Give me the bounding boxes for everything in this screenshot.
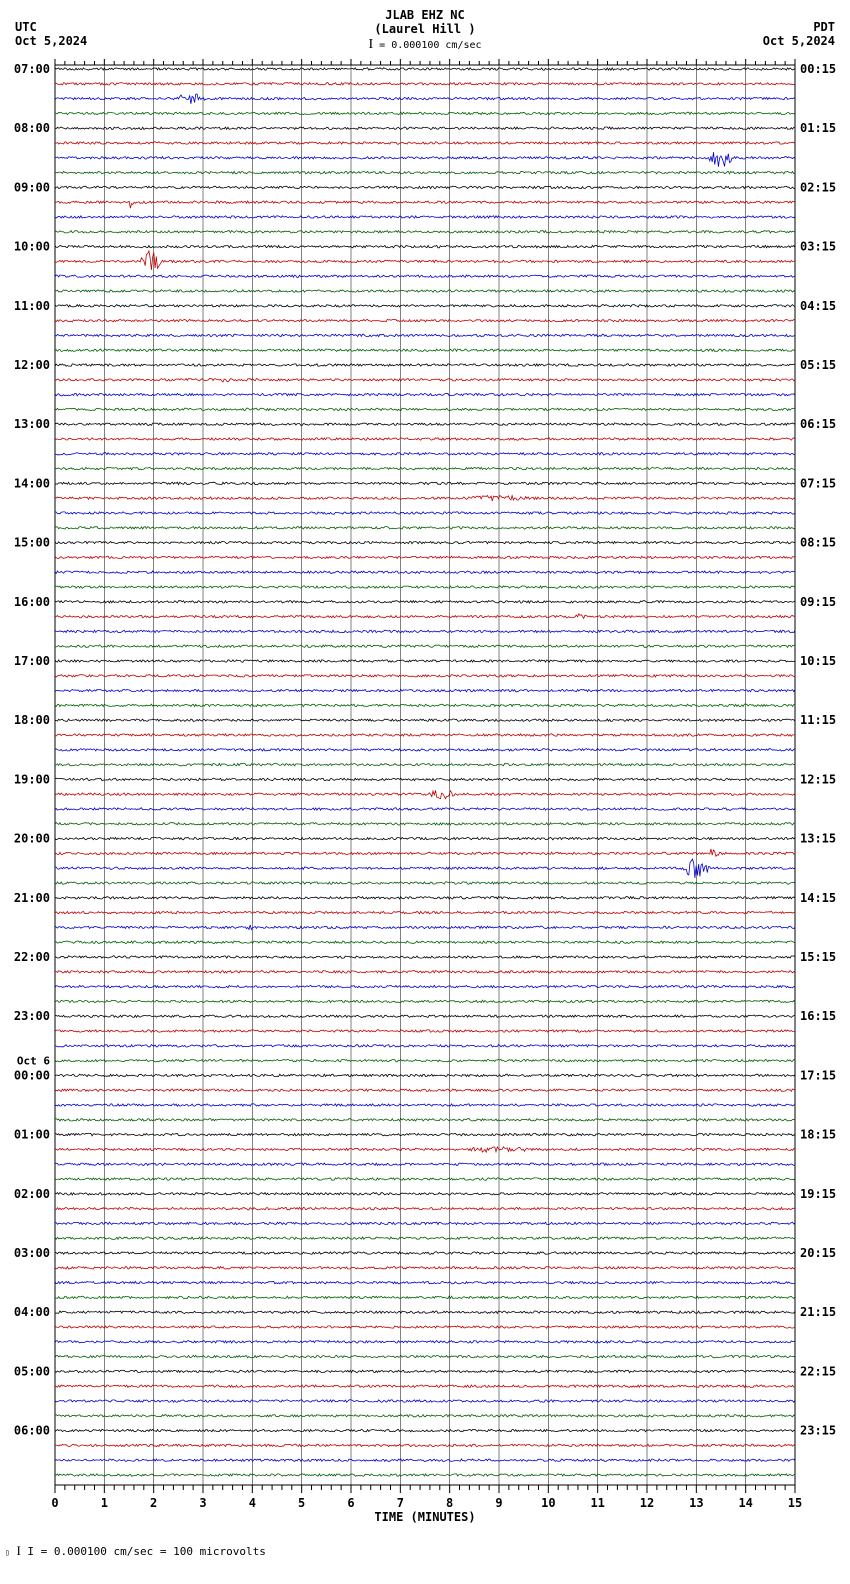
scale-note: I = 0.000100 cm/sec xyxy=(0,37,850,53)
svg-text:11: 11 xyxy=(590,1496,604,1510)
svg-text:03:15: 03:15 xyxy=(800,240,836,254)
svg-text:09:00: 09:00 xyxy=(14,180,50,194)
location-label: (Laurel Hill ) xyxy=(374,22,475,36)
svg-text:10:15: 10:15 xyxy=(800,654,836,668)
svg-text:08:00: 08:00 xyxy=(14,121,50,135)
svg-text:19:00: 19:00 xyxy=(14,772,50,786)
svg-text:13:00: 13:00 xyxy=(14,417,50,431)
svg-text:8: 8 xyxy=(446,1496,453,1510)
svg-text:TIME (MINUTES): TIME (MINUTES) xyxy=(374,1510,475,1524)
svg-text:15:15: 15:15 xyxy=(800,950,836,964)
svg-text:13:15: 13:15 xyxy=(800,832,836,846)
svg-text:2: 2 xyxy=(150,1496,157,1510)
svg-text:7: 7 xyxy=(397,1496,404,1510)
svg-text:03:00: 03:00 xyxy=(14,1246,50,1260)
svg-text:12:00: 12:00 xyxy=(14,358,50,372)
svg-text:5: 5 xyxy=(298,1496,305,1510)
svg-text:05:15: 05:15 xyxy=(800,358,836,372)
svg-text:02:15: 02:15 xyxy=(800,180,836,194)
footer-text: I = 0.000100 cm/sec = 100 microvolts xyxy=(27,1545,265,1558)
svg-text:17:15: 17:15 xyxy=(800,1068,836,1082)
svg-text:20:15: 20:15 xyxy=(800,1246,836,1260)
svg-text:21:15: 21:15 xyxy=(800,1305,836,1319)
svg-text:22:15: 22:15 xyxy=(800,1364,836,1378)
svg-text:4: 4 xyxy=(249,1496,256,1510)
svg-text:06:15: 06:15 xyxy=(800,417,836,431)
header: UTC Oct 5,2024 JLAB EHZ NC (Laurel Hill … xyxy=(0,0,850,55)
date-right-label: Oct 5,2024 xyxy=(763,34,835,48)
scale-text: = 0.000100 cm/sec xyxy=(379,40,481,51)
svg-text:14:15: 14:15 xyxy=(800,891,836,905)
tz-right-label: PDT xyxy=(813,20,835,34)
svg-text:05:00: 05:00 xyxy=(14,1364,50,1378)
svg-text:01:15: 01:15 xyxy=(800,121,836,135)
svg-text:19:15: 19:15 xyxy=(800,1187,836,1201)
scale-symbol: I xyxy=(368,37,373,52)
svg-text:00:00: 00:00 xyxy=(14,1068,50,1082)
svg-text:12:15: 12:15 xyxy=(800,772,836,786)
svg-text:16:15: 16:15 xyxy=(800,1009,836,1023)
header-tz-right: PDT Oct 5,2024 xyxy=(763,20,835,48)
svg-text:08:15: 08:15 xyxy=(800,536,836,550)
svg-text:Oct 6: Oct 6 xyxy=(17,1055,50,1068)
svg-text:11:15: 11:15 xyxy=(800,713,836,727)
svg-text:10:00: 10:00 xyxy=(14,240,50,254)
svg-text:00:15: 00:15 xyxy=(800,62,836,76)
svg-text:17:00: 17:00 xyxy=(14,654,50,668)
header-center: JLAB EHZ NC (Laurel Hill ) xyxy=(0,8,850,36)
svg-text:15: 15 xyxy=(788,1496,802,1510)
svg-text:18:15: 18:15 xyxy=(800,1128,836,1142)
helicorder-plot: 0123456789101112131415TIME (MINUTES)07:0… xyxy=(0,55,850,1535)
station-label: JLAB EHZ NC xyxy=(385,8,464,22)
svg-text:9: 9 xyxy=(495,1496,502,1510)
svg-text:02:00: 02:00 xyxy=(14,1187,50,1201)
svg-text:23:00: 23:00 xyxy=(14,1009,50,1023)
svg-text:07:00: 07:00 xyxy=(14,62,50,76)
svg-text:14:00: 14:00 xyxy=(14,476,50,490)
svg-text:07:15: 07:15 xyxy=(800,476,836,490)
footer: ▯ I I = 0.000100 cm/sec = 100 microvolts xyxy=(0,1535,850,1559)
svg-text:21:00: 21:00 xyxy=(14,891,50,905)
helicorder-svg: 0123456789101112131415TIME (MINUTES)07:0… xyxy=(0,55,850,1535)
svg-text:23:15: 23:15 xyxy=(800,1424,836,1438)
svg-text:1: 1 xyxy=(101,1496,108,1510)
svg-text:06:00: 06:00 xyxy=(14,1424,50,1438)
svg-text:16:00: 16:00 xyxy=(14,595,50,609)
svg-text:0: 0 xyxy=(51,1496,58,1510)
svg-text:12: 12 xyxy=(640,1496,654,1510)
svg-text:10: 10 xyxy=(541,1496,555,1510)
svg-text:04:00: 04:00 xyxy=(14,1305,50,1319)
svg-text:13: 13 xyxy=(689,1496,703,1510)
svg-text:09:15: 09:15 xyxy=(800,595,836,609)
svg-text:22:00: 22:00 xyxy=(14,950,50,964)
svg-text:15:00: 15:00 xyxy=(14,536,50,550)
svg-text:20:00: 20:00 xyxy=(14,832,50,846)
svg-text:04:15: 04:15 xyxy=(800,299,836,313)
svg-text:11:00: 11:00 xyxy=(14,299,50,313)
svg-text:3: 3 xyxy=(199,1496,206,1510)
svg-text:14: 14 xyxy=(738,1496,752,1510)
svg-text:18:00: 18:00 xyxy=(14,713,50,727)
svg-text:6: 6 xyxy=(347,1496,354,1510)
svg-text:01:00: 01:00 xyxy=(14,1128,50,1142)
